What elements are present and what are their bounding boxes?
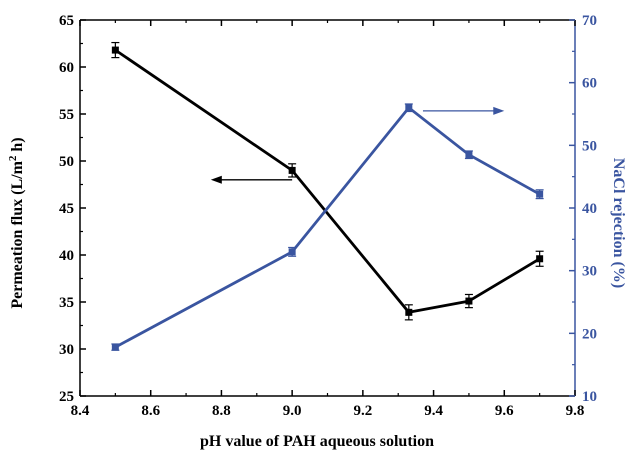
flux-data-point [465, 297, 473, 305]
left-y-axis-title-sup: 2 [7, 155, 19, 161]
left-y-axis-title-end: h) [9, 137, 26, 155]
x-tick-label: 9.2 [353, 403, 372, 419]
right-y-tick-label: 70 [582, 13, 597, 29]
left-y-tick-label: 55 [59, 107, 74, 123]
series-layer [111, 41, 544, 351]
x-tick-label: 8.6 [141, 403, 160, 419]
x-tick-label: 9.0 [283, 403, 302, 419]
right-y-tick-label: 10 [582, 389, 597, 405]
flux-data-point [405, 308, 413, 316]
right-y-tick-label: 20 [582, 326, 597, 342]
left-y-tick-labels: 25 30 35 40 45 50 55 60 65 [59, 13, 74, 405]
right-y-tick-label: 40 [582, 201, 597, 217]
left-y-tick-label: 25 [59, 389, 74, 405]
right-y-axis-title: NaCl rejection (%) [610, 158, 627, 288]
x-tick-label: 9.8 [566, 403, 585, 419]
x-axis-title: pH value of PAH aqueous solution [200, 433, 434, 450]
x-tick-label: 8.8 [212, 403, 231, 419]
x-tick-labels: 8.4 8.6 8.8 9.0 9.2 9.4 9.6 9.8 [71, 403, 585, 419]
axis-ticks [79, 19, 576, 397]
rejection-data-point [405, 104, 413, 112]
right-y-tick-label: 50 [582, 138, 597, 154]
right-y-tick-label: 30 [582, 264, 597, 280]
left-y-tick-label: 50 [59, 154, 74, 170]
rejection-data-point [111, 343, 119, 351]
x-tick-label: 9.6 [495, 403, 514, 419]
x-tick-label: 8.4 [71, 403, 90, 419]
left-y-tick-label: 35 [59, 295, 74, 311]
rejection-data-point [288, 248, 296, 256]
rejection-data-point [536, 190, 544, 198]
left-y-tick-label: 45 [59, 201, 74, 217]
left-y-axis-title: Permeation flux (L/m2 h) [7, 137, 26, 308]
left-y-tick-label: 40 [59, 248, 74, 264]
right-arrow-head [493, 106, 505, 115]
right-y-tick-labels: 10 20 30 40 50 60 70 [582, 13, 597, 405]
left-y-tick-label: 30 [59, 342, 74, 358]
left-arrow-head [210, 175, 222, 184]
left-y-tick-label: 60 [59, 60, 74, 76]
annotation-layer [210, 106, 505, 184]
rejection-data-point [465, 151, 473, 159]
flux-data-point [288, 166, 296, 174]
x-tick-label: 9.4 [424, 403, 443, 419]
flux-data-point [536, 255, 544, 263]
left-y-axis-title-main: Permeation flux (L/m [9, 160, 26, 308]
flux-data-point [111, 46, 119, 54]
right-y-tick-label: 60 [582, 76, 597, 92]
left-y-tick-label: 65 [59, 13, 74, 29]
